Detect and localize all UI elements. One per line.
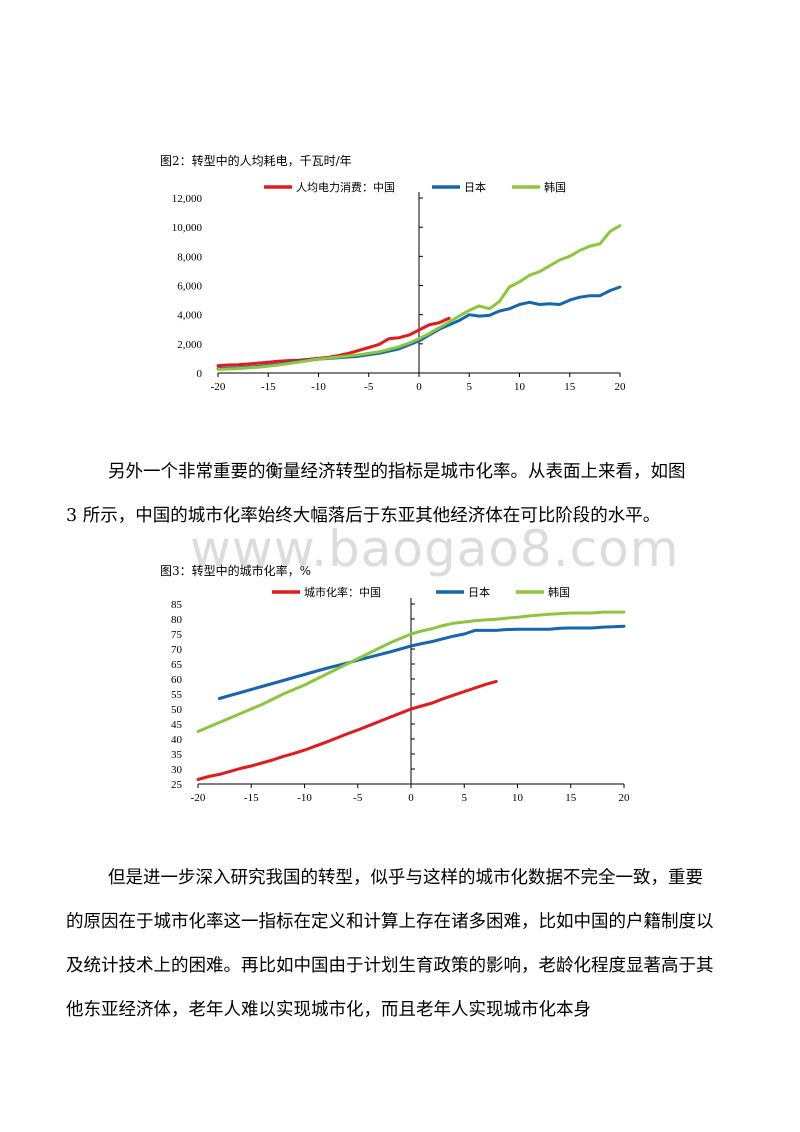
y-tick-label: 55	[171, 689, 183, 701]
figure-3-chart: 25 30 35 40 45 50 55 60 65 70 75 80 85 -20 -15 -10 -5 0 5 1…	[171, 585, 631, 804]
x-tick-label: -5	[353, 792, 363, 804]
x-tick-label: -15	[244, 792, 259, 804]
x-tick-label: -10	[311, 381, 326, 393]
y-tick-label: 0	[197, 368, 203, 380]
y-tick-label: 80	[171, 614, 183, 626]
legend-label-3: 韩国	[548, 585, 570, 599]
legend-label-2: 日本	[468, 585, 490, 599]
x-tick-label: -15	[261, 381, 276, 393]
y-tick-label: 35	[171, 749, 183, 761]
x-tick-label: -10	[297, 792, 312, 804]
paragraph-1-line-2: 3 所示，中国的城市化率始终大幅落后于东亚其他经济体在可比阶段的水平。	[66, 506, 661, 526]
y-tick-label: 40	[171, 734, 183, 746]
y-tick-label: 75	[171, 629, 183, 641]
y-tick-label: 60	[171, 674, 183, 686]
x-tick-label: -5	[364, 381, 374, 393]
paragraph-1-line-1: 另外一个非常重要的衡量经济转型的指标是城市化率。从表面上来看，如图	[108, 462, 686, 482]
legend-label-1: 城市化率：中国	[304, 585, 381, 599]
y-tick-label: 8,000	[177, 251, 202, 263]
x-tick-label: 15	[564, 381, 576, 393]
watermark: www.baogao8.com	[190, 520, 680, 578]
x-tick-label: 5	[467, 381, 473, 393]
x-tick-label: 20	[615, 381, 627, 393]
series-line-3	[196, 610, 626, 733]
paragraph-2-line-2: 的原因在于城市化率这一指标在定义和计算上存在诸多困难，比如中国的户籍制度以	[66, 912, 714, 932]
figure-2-chart: 0 2,000 4,000 6,000 8,000 10,000 12,000 -20 -15 -…	[172, 180, 627, 393]
series-line-2	[217, 624, 626, 700]
series-line-3	[216, 224, 622, 371]
x-tick-label: 5	[462, 792, 468, 804]
legend-label-3: 韩国	[544, 180, 566, 194]
x-tick-label: 10	[514, 381, 526, 393]
figure-2-caption: 图2：转型中的人均耗电，千瓦时/年	[160, 154, 352, 168]
x-tick-label: 15	[565, 792, 577, 804]
x-tick-label: 20	[619, 792, 631, 804]
y-tick-label: 25	[171, 779, 183, 791]
y-tick-label: 6,000	[177, 281, 202, 293]
y-tick-label: 30	[171, 764, 183, 776]
paragraph-1: 另外一个非常重要的衡量经济转型的指标是城市化率。从表面上来看，如图 3 所示，中…	[66, 450, 746, 538]
y-tick-label: 70	[171, 644, 183, 656]
figure-3-caption: 图3：转型中的城市化率，%	[160, 564, 312, 578]
x-tick-label: 0	[408, 792, 414, 804]
paragraph-2-line-4: 他东亚经济体，老年人难以实现城市化，而且老年人实现城市化本身	[66, 1000, 591, 1020]
paragraph-2-line-3: 及统计技术上的困难。再比如中国由于计划生育政策的影响，老龄化程度显著高于其	[66, 956, 714, 976]
legend-label-2: 日本	[464, 180, 486, 194]
y-tick-label: 65	[171, 659, 183, 671]
x-tick-label: -20	[211, 381, 226, 393]
x-tick-label: 10	[512, 792, 524, 804]
y-tick-label: 45	[171, 719, 183, 731]
paragraph-2: 但是进一步深入研究我国的转型，似乎与这样的城市化数据不完全一致，重要 的原因在于…	[66, 856, 746, 1032]
y-tick-label: 12,000	[172, 193, 203, 205]
x-tick-label: 0	[416, 381, 422, 393]
y-tick-label: 2,000	[177, 339, 202, 351]
series-line-1	[196, 679, 498, 781]
paragraph-2-line-1: 但是进一步深入研究我国的转型，似乎与这样的城市化数据不完全一致，重要	[108, 868, 703, 888]
legend-label-1: 人均电力消费：中国	[296, 180, 395, 194]
x-tick-label: -20	[191, 792, 206, 804]
y-tick-label: 85	[171, 599, 183, 611]
y-tick-label: 50	[171, 704, 183, 716]
y-tick-label: 4,000	[177, 310, 202, 322]
y-tick-label: 10,000	[172, 222, 203, 234]
